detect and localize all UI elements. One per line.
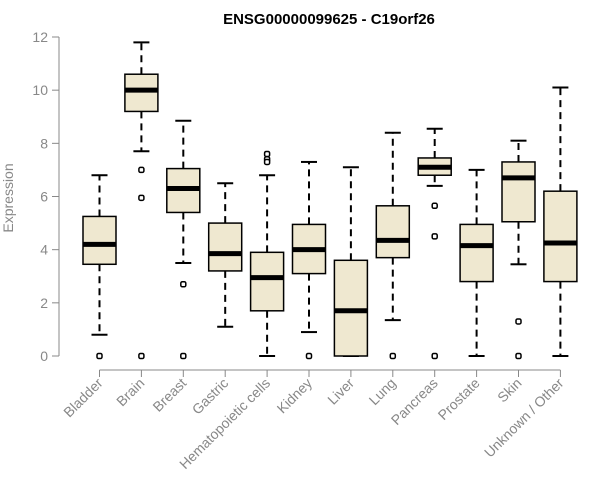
iqr-box — [543, 190, 578, 283]
iqr-box — [82, 215, 117, 266]
y-tick-label: 10 — [32, 82, 48, 98]
outlier-point — [138, 166, 145, 174]
iqr-box — [249, 251, 285, 312]
x-tick-label: Prostate — [435, 375, 483, 423]
x-tick-label: Bladder — [60, 375, 106, 421]
x-tick-label: Lung — [366, 375, 399, 408]
x-tick-label: Pancreas — [388, 375, 441, 428]
outlier-point — [180, 352, 187, 360]
boxes — [82, 41, 578, 360]
outlier-point — [96, 352, 103, 360]
outlier-point — [263, 150, 271, 158]
iqr-box — [333, 259, 369, 357]
outlier-point — [180, 280, 187, 288]
outlier-point — [431, 352, 438, 360]
box-skin — [501, 139, 536, 360]
box-brain — [124, 41, 159, 360]
x-tick-label: Liver — [324, 375, 357, 408]
y-tick-label: 4 — [40, 242, 48, 258]
outlier-point — [431, 233, 438, 240]
box-hematopoietic-cells — [249, 150, 285, 357]
iqr-box — [501, 161, 536, 223]
x-tick-label: Skin — [494, 375, 525, 406]
box-lung — [375, 131, 411, 360]
chart-title: ENSG00000099625 - C19orf26 — [223, 11, 435, 28]
y-tick-label: 12 — [32, 29, 48, 45]
outlier-point — [515, 318, 522, 325]
box-liver — [333, 166, 369, 357]
box-prostate — [459, 168, 494, 357]
outlier-point — [263, 158, 271, 166]
box-kidney — [291, 160, 327, 360]
iqr-box — [207, 222, 243, 272]
iqr-box — [459, 223, 494, 283]
outlier-point — [138, 194, 145, 202]
y-tick-label: 0 — [40, 348, 48, 364]
y-tick-label: 6 — [40, 189, 48, 205]
iqr-box — [124, 73, 159, 113]
outlier-point — [431, 202, 438, 210]
x-tick-label: Breast — [149, 375, 189, 415]
outlier-point — [305, 352, 313, 360]
outlier-point — [138, 352, 145, 360]
box-unknown-other — [543, 86, 578, 357]
y-axis: 0 2 4 6 8 10 12 — [32, 29, 60, 364]
y-tick-label: 2 — [40, 295, 48, 311]
y-tick-label: 8 — [40, 135, 48, 151]
box-gastric — [207, 182, 243, 328]
box-breast — [166, 119, 201, 360]
x-tick-label: Brain — [113, 375, 147, 409]
x-tick-label: Unknown / Other — [481, 375, 567, 461]
x-tick-label: Kidney — [274, 375, 316, 417]
box-bladder — [82, 174, 117, 360]
box-pancreas — [417, 127, 452, 360]
outlier-point — [389, 352, 397, 360]
y-axis-label: Expression — [0, 163, 16, 232]
iqr-box — [375, 205, 411, 259]
outlier-point — [515, 352, 522, 360]
